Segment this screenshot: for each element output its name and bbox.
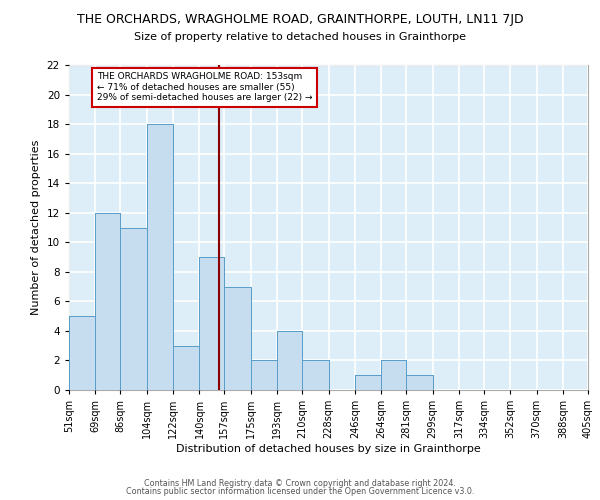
Bar (224, 286, 251, 390)
Y-axis label: Number of detached properties: Number of detached properties (31, 140, 41, 315)
Bar (251, 360, 277, 390)
Bar (302, 360, 329, 390)
Bar (406, 375, 433, 390)
Bar (69, 316, 95, 390)
Bar (277, 331, 302, 390)
Bar (147, 124, 173, 390)
Bar (69, 316, 95, 390)
Bar (95, 212, 121, 390)
X-axis label: Distribution of detached houses by size in Grainthorpe: Distribution of detached houses by size … (176, 444, 481, 454)
Bar (147, 124, 173, 390)
Bar (95, 212, 121, 390)
Text: THE ORCHARDS, WRAGHOLME ROAD, GRAINTHORPE, LOUTH, LN11 7JD: THE ORCHARDS, WRAGHOLME ROAD, GRAINTHORP… (77, 12, 523, 26)
Bar (173, 346, 199, 390)
Text: Size of property relative to detached houses in Grainthorpe: Size of property relative to detached ho… (134, 32, 466, 42)
Bar (277, 331, 302, 390)
Bar (173, 346, 199, 390)
Text: Contains public sector information licensed under the Open Government Licence v3: Contains public sector information licen… (126, 487, 474, 496)
Bar (381, 360, 406, 390)
Bar (355, 375, 381, 390)
Bar (302, 360, 329, 390)
Text: Contains HM Land Registry data © Crown copyright and database right 2024.: Contains HM Land Registry data © Crown c… (144, 478, 456, 488)
Bar (224, 286, 251, 390)
Bar (199, 257, 224, 390)
Bar (199, 257, 224, 390)
Bar (355, 375, 381, 390)
Text: THE ORCHARDS WRAGHOLME ROAD: 153sqm
← 71% of detached houses are smaller (55)
29: THE ORCHARDS WRAGHOLME ROAD: 153sqm ← 71… (97, 72, 313, 102)
Bar (121, 228, 147, 390)
Bar (406, 375, 433, 390)
Bar (251, 360, 277, 390)
Bar (121, 228, 147, 390)
Bar (381, 360, 406, 390)
